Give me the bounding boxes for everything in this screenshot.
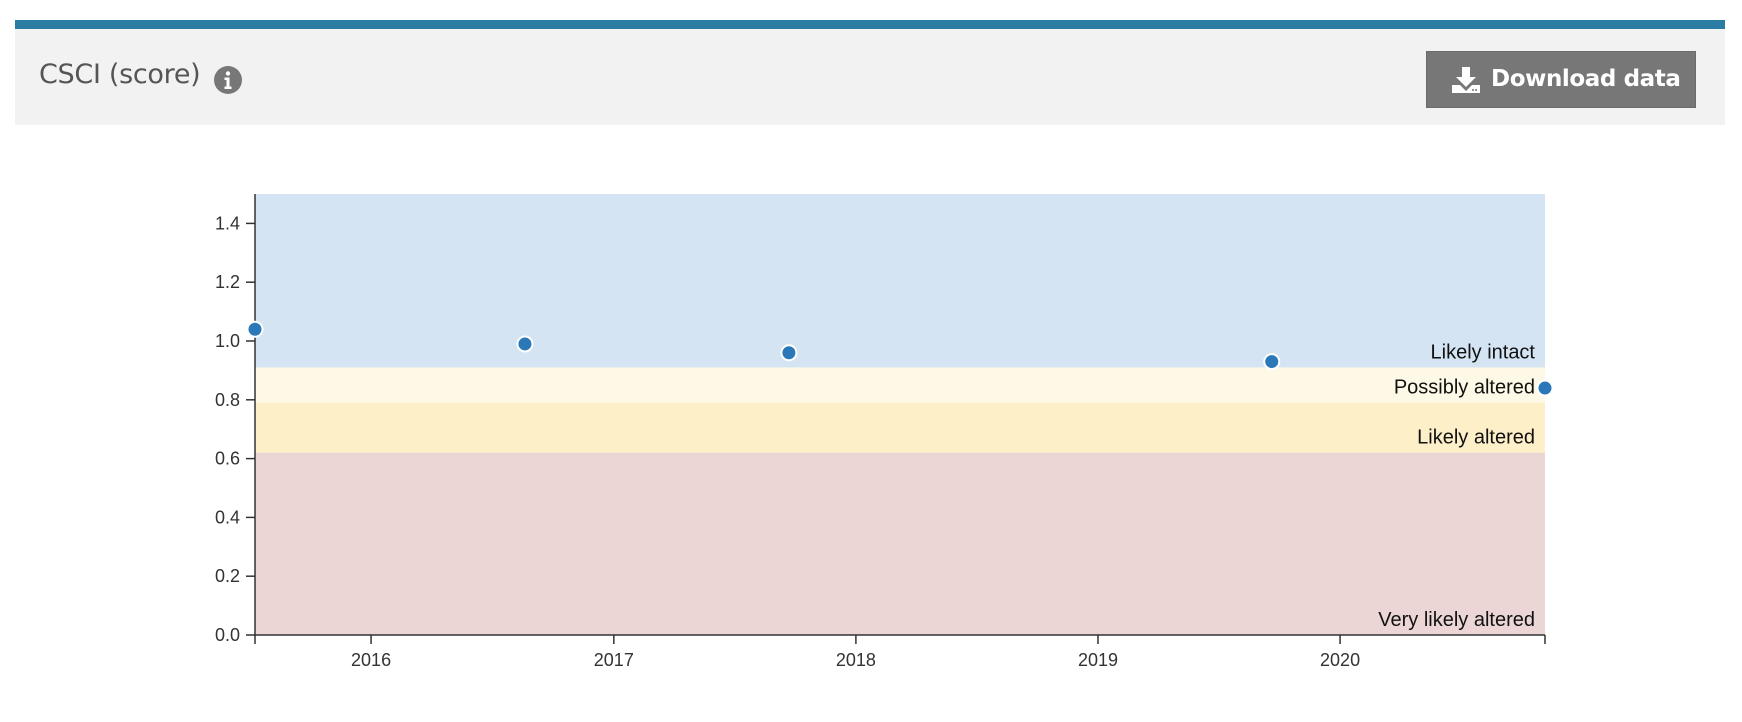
band-3 [255,452,1545,635]
data-point-2 [780,344,798,362]
data-point-4 [1536,379,1554,397]
download-data-button[interactable]: Download data [1426,51,1696,108]
panel-title: CSCI (score) [39,59,201,90]
y-tick-label-3: 0.6 [215,449,240,469]
panel-header: CSCI (score) Download data [15,29,1725,125]
download-button-label: Download data [1491,66,1681,92]
x-tick-label-0: 2016 [351,650,391,670]
x-tick-label-2: 2018 [836,650,876,670]
band-label-0: Likely intact [1431,341,1536,363]
y-tick-label-1: 0.2 [215,566,240,586]
download-icon [1452,67,1480,93]
info-icon[interactable] [213,65,243,95]
score-bands: Likely intact Possibly altered Likely alte… [255,194,1545,635]
chart-axes: 0.0 0.2 0.4 0.6 0.8 1.0 1.2 1.4 2016 2017 2018 2019… [215,194,1546,670]
accent-bar [15,20,1725,29]
band-2 [255,402,1545,453]
y-tick-label-2: 0.4 [215,507,240,527]
x-tick-label-4: 2020 [1320,650,1360,670]
y-tick-label-5: 1.0 [215,331,240,351]
data-points [246,320,1554,397]
data-point-3 [1263,353,1281,371]
band-label-1: Possibly altered [1394,377,1535,399]
data-point-0 [246,320,264,338]
y-tick-label-4: 0.8 [215,390,240,410]
y-tick-label-0: 0.0 [215,625,240,645]
band-label-3: Very likely altered [1378,609,1535,631]
band-label-2: Likely altered [1417,427,1535,449]
band-0 [255,194,1545,368]
data-point-1 [516,335,534,353]
band-1 [255,367,1545,403]
x-tick-label-3: 2019 [1078,650,1118,670]
x-tick-label-1: 2017 [594,650,634,670]
y-tick-label-6: 1.2 [215,272,240,292]
y-tick-label-7: 1.4 [215,213,240,233]
